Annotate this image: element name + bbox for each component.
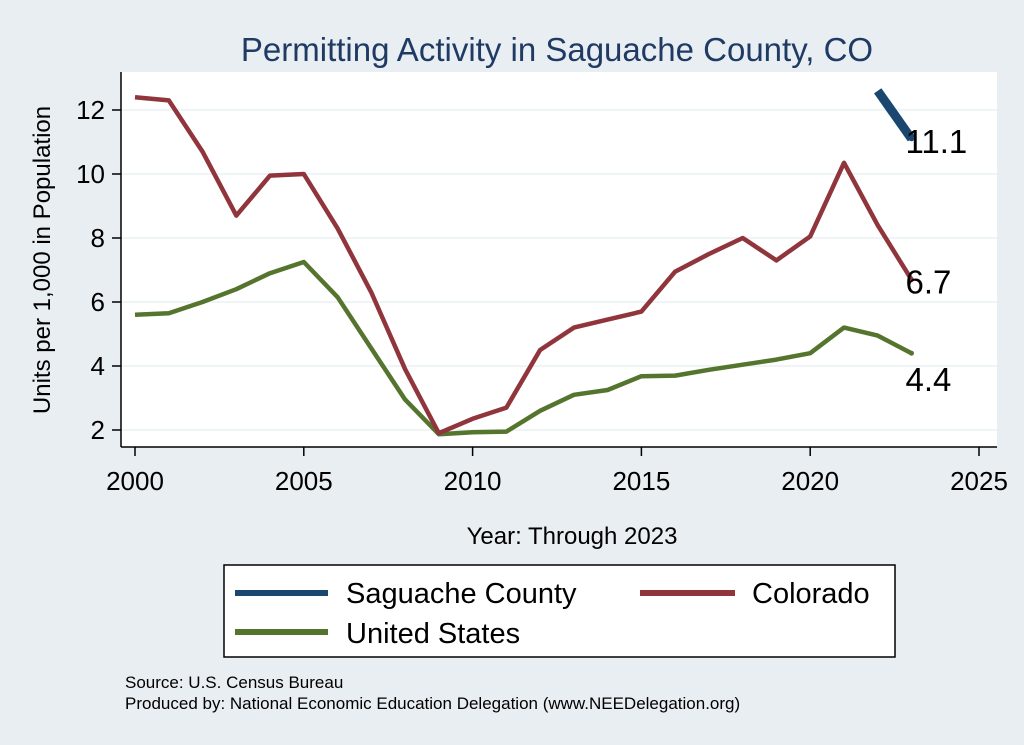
x-tick-label: 2015	[612, 466, 670, 496]
x-tick-label: 2025	[950, 466, 1008, 496]
series-line-saguache	[874, 88, 916, 142]
series-end-point-colorado	[908, 277, 914, 283]
x-tick-label: 2000	[106, 466, 164, 496]
legend-label-saguache: Saguache County	[346, 578, 577, 610]
end-label-saguache: 11.1	[905, 123, 967, 160]
legend: Saguache County Colorado United States	[223, 564, 896, 658]
x-axis-title: Year: Through 2023	[467, 523, 678, 550]
y-tick-label: 6	[91, 287, 105, 317]
legend-label-colorado: Colorado	[752, 578, 870, 610]
source-note: Source: U.S. Census Bureau	[125, 673, 343, 692]
producer-note: Produced by: National Economic Education…	[125, 694, 740, 713]
legend-box	[223, 564, 896, 658]
x-tick-label: 2020	[781, 466, 839, 496]
series-lines	[134, 88, 916, 437]
y-tick-label: 2	[91, 415, 105, 445]
y-tick-label: 4	[91, 351, 105, 381]
y-axis-title: Units per 1,000 in Population	[29, 106, 56, 414]
y-tick-label: 8	[91, 223, 105, 253]
axes	[120, 72, 997, 448]
gridlines	[121, 109, 997, 431]
chart-title: Permitting Activity in Saguache County, …	[241, 31, 873, 68]
y-tick-label: 12	[76, 95, 105, 125]
x-tick-label: 2005	[275, 466, 333, 496]
series-line-us	[134, 259, 913, 437]
plot-area	[121, 72, 997, 447]
y-axis-ticks: 2 4 6 8 10 12	[76, 95, 121, 445]
legend-label-united-states: United States	[346, 618, 520, 650]
series-end-point-saguache	[908, 136, 914, 142]
series-line-colorado	[134, 94, 914, 436]
end-label-us: 4.4	[905, 361, 951, 398]
end-label-colorado: 6.7	[905, 264, 951, 301]
x-axis-ticks: 2000 2005 2010 2015 2020 2025	[106, 447, 1008, 496]
x-tick-label: 2010	[444, 466, 502, 496]
series-end-point-us	[908, 350, 914, 356]
end-labels: 4.4 6.7 11.1	[905, 123, 967, 398]
y-tick-label: 10	[76, 159, 105, 189]
